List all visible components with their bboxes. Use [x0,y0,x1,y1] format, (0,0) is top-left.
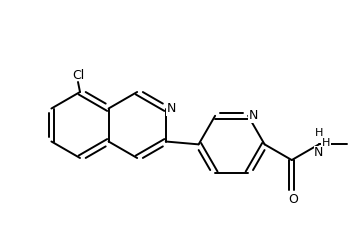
Text: N: N [249,109,258,122]
Text: Cl: Cl [72,69,84,82]
Text: N: N [314,146,324,159]
Text: O: O [288,193,298,206]
Text: H: H [322,138,330,148]
Text: H: H [315,128,323,138]
Text: N: N [167,102,176,115]
